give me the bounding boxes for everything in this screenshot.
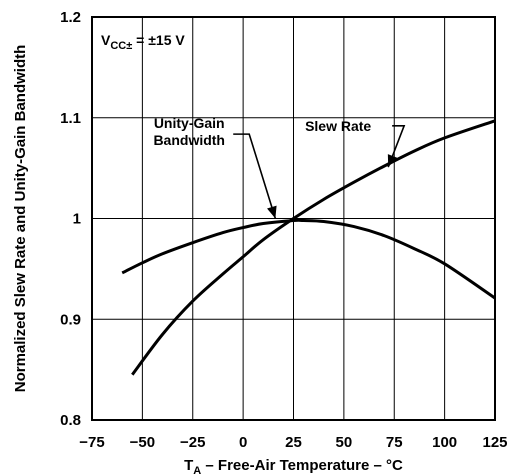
unity-gain-bandwidth-line	[121, 218, 496, 300]
x-tick-label: −50	[130, 434, 155, 451]
y-tick-label: 1	[73, 211, 81, 228]
y-axis-label: Normalized Slew Rate and Unity-Gain Band…	[12, 45, 29, 393]
tick-labels: −75 −50 −25 0 25 50 75 100 125 0.8 0.9 1 1.1 1.2	[60, 9, 507, 451]
slew-rate-line	[131, 119, 496, 376]
slew-rate-arrow-head	[387, 154, 398, 168]
unity-gain-arrow	[233, 133, 277, 219]
x-axis-label-main: T	[184, 457, 193, 474]
x-tick-label: 25	[285, 434, 302, 451]
x-tick-label: 75	[386, 434, 403, 451]
series-group	[121, 119, 496, 376]
slew-rate-annotation: Slew Rate	[305, 118, 371, 134]
x-tick-label: 50	[336, 434, 353, 451]
x-tick-label: 0	[239, 434, 247, 451]
y-tick-label: 1.2	[60, 9, 81, 26]
unity-gain-arrow-head	[267, 205, 277, 219]
annotation-arrows	[233, 124, 406, 219]
slew-rate-arrow	[387, 124, 406, 168]
plot-frame	[91, 16, 496, 421]
unity-gain-annotation-line-1: Unity-Gain	[154, 115, 225, 131]
condition-main: V	[101, 32, 111, 48]
unity-gain-annotation-line-2: Bandwidth	[153, 132, 225, 148]
y-tick-label: 0.9	[60, 311, 81, 328]
y-tick-label: 1.1	[60, 110, 81, 127]
x-axis-label-sub: A	[193, 465, 201, 475]
y-tick-label: 0.8	[60, 412, 81, 429]
x-axis-label: TA – Free-Air Temperature – °C	[184, 457, 403, 475]
condition-sub: CC±	[110, 40, 132, 52]
x-tick-label: 100	[432, 434, 457, 451]
x-tick-label: 125	[482, 434, 507, 451]
x-axis-label-rest: – Free-Air Temperature – °C	[201, 457, 403, 474]
x-tick-label: −25	[180, 434, 205, 451]
supply-condition-label: VCC± = ±15 V	[101, 32, 185, 52]
condition-rest: = ±15 V	[132, 32, 185, 48]
x-tick-label: −75	[79, 434, 104, 451]
